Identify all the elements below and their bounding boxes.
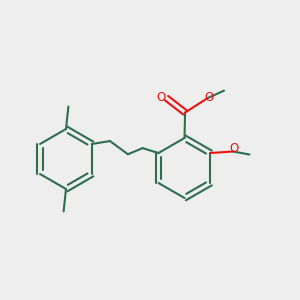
- Text: O: O: [229, 142, 238, 155]
- Text: O: O: [205, 91, 214, 104]
- Text: O: O: [157, 91, 166, 104]
